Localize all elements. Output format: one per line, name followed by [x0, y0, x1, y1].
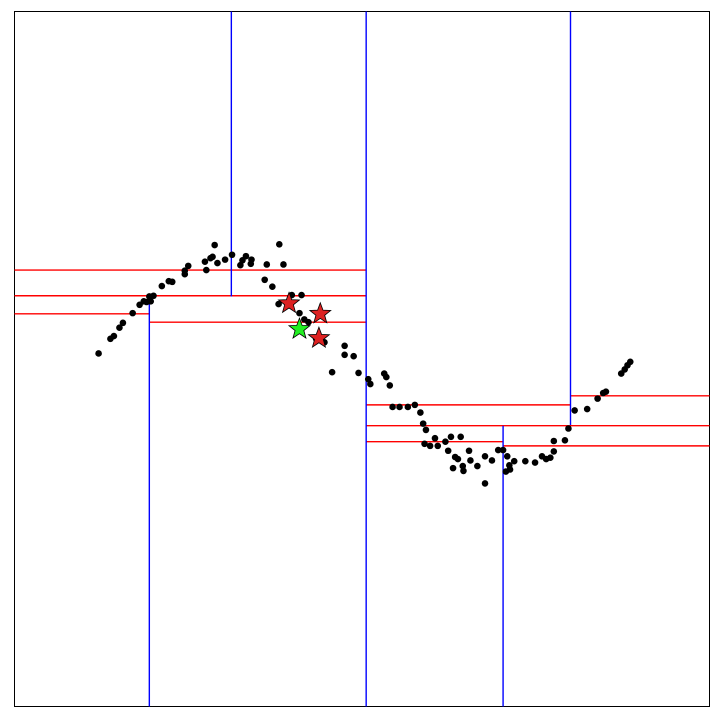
data-point — [201, 258, 209, 266]
data-point — [531, 459, 539, 466]
data-point — [561, 437, 569, 444]
data-point — [404, 403, 412, 411]
data-point — [442, 438, 449, 446]
data-point — [184, 262, 192, 270]
data-point — [454, 455, 462, 463]
data-point — [341, 351, 348, 359]
data-point — [383, 373, 390, 381]
data-point — [341, 342, 348, 350]
data-point — [447, 433, 455, 441]
data-point — [565, 425, 572, 432]
data-point — [506, 462, 513, 469]
data-point — [467, 457, 474, 464]
data-point — [228, 251, 236, 259]
data-point — [242, 252, 250, 260]
data-point — [116, 324, 123, 332]
data-point — [602, 388, 610, 395]
data-point — [419, 420, 427, 427]
data-point — [95, 350, 102, 357]
data-point — [547, 454, 554, 461]
data-point — [328, 368, 336, 376]
data-point — [465, 447, 473, 455]
plot-frame — [14, 11, 710, 707]
data-point — [522, 457, 529, 465]
data-point — [221, 256, 229, 263]
data-point — [421, 440, 428, 448]
split-lines — [14, 11, 710, 707]
data-point — [275, 300, 282, 308]
data-point — [275, 241, 283, 248]
data-point — [431, 434, 439, 442]
data-point — [594, 395, 601, 402]
data-point — [355, 369, 362, 377]
data-point — [296, 309, 303, 317]
data-point — [248, 256, 255, 263]
data-point — [481, 480, 489, 487]
data-point — [298, 291, 305, 299]
data-point — [386, 382, 394, 389]
data-point — [494, 446, 502, 454]
data-point — [444, 447, 452, 455]
data-point — [305, 318, 312, 326]
data-point — [211, 241, 218, 249]
data-point — [503, 453, 511, 460]
data-point — [434, 442, 442, 450]
data-point — [460, 467, 467, 475]
data-point — [350, 352, 357, 360]
data-point — [571, 407, 578, 414]
data-point — [626, 358, 634, 366]
data-point — [110, 332, 118, 340]
data-point — [510, 457, 518, 465]
data-point — [158, 282, 166, 290]
data-point — [449, 464, 457, 472]
data-point — [150, 292, 157, 300]
data-point — [481, 453, 489, 460]
data-point — [261, 276, 269, 284]
data-point — [214, 259, 221, 267]
data-point — [129, 309, 136, 317]
data-point — [119, 319, 127, 327]
data-point — [550, 448, 558, 455]
data-point — [411, 401, 419, 409]
data-point — [168, 278, 176, 286]
data-point — [474, 462, 481, 470]
data-point — [389, 403, 396, 411]
data-point — [181, 267, 189, 275]
data-point — [488, 457, 496, 464]
data-point — [417, 409, 424, 416]
data-point — [426, 442, 434, 450]
data-point — [367, 380, 374, 388]
data-point — [396, 403, 403, 411]
data-point — [422, 426, 430, 434]
data-point — [203, 266, 210, 274]
query-star-marker — [287, 316, 312, 339]
neighbor-star-marker — [308, 301, 332, 324]
data-point — [209, 253, 216, 261]
data-point — [263, 261, 271, 268]
data-point — [269, 283, 276, 291]
query-markers — [277, 291, 332, 348]
data-points — [95, 241, 634, 487]
data-point — [459, 462, 467, 470]
data-point — [280, 261, 287, 268]
data-point — [457, 433, 464, 441]
data-point — [499, 446, 507, 454]
data-point — [550, 437, 558, 445]
data-point — [583, 405, 591, 413]
neighbor-star-marker — [307, 325, 331, 348]
neighbor-star-marker — [277, 291, 301, 314]
